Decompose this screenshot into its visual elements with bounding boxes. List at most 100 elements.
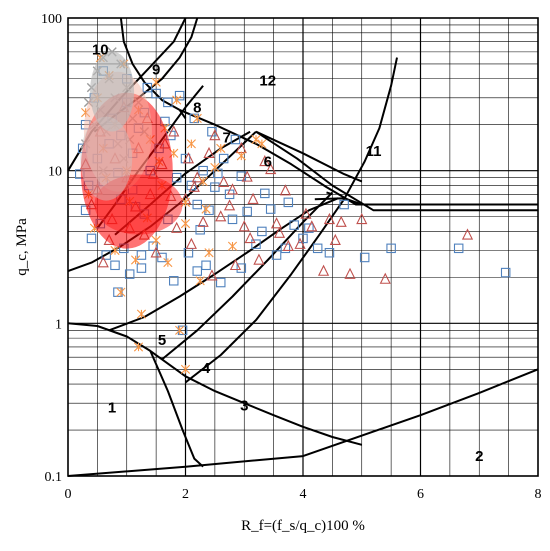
data-point-square (324, 247, 335, 258)
zone-boundary-line (179, 108, 538, 206)
data-point-asterisk (180, 197, 191, 207)
data-point-triangle (294, 237, 306, 249)
data-point-triangle (329, 233, 341, 246)
zone-label: 11 (366, 143, 382, 160)
zone-label: 2 (475, 448, 483, 465)
data-point-square (283, 197, 294, 208)
data-point-triangle (188, 180, 200, 192)
data-point-triangle (323, 212, 336, 225)
zone-boundary-line (161, 191, 334, 361)
data-point-triangle (265, 162, 277, 175)
data-point-square (189, 113, 200, 124)
data-point-asterisk (198, 176, 208, 187)
data-point-cluster (90, 51, 135, 132)
data-point-square (163, 97, 173, 108)
data-point-square (251, 239, 261, 249)
data-point-square (124, 269, 135, 279)
data-point-square (213, 168, 223, 179)
data-point-square (280, 243, 291, 254)
data-point-square (113, 287, 123, 297)
y-axis-label: q_c, MPa (14, 218, 30, 276)
data-point-cluster (94, 174, 183, 235)
data-point-asterisk (236, 151, 246, 161)
data-point-triangle (229, 258, 242, 271)
zone-boundary-line (67, 368, 539, 477)
data-point-asterisk (151, 77, 161, 87)
data-point-square (101, 250, 111, 260)
data-point-square (227, 214, 238, 225)
zone-boundary-line (149, 350, 204, 468)
data-point-square (339, 199, 349, 210)
data-point-asterisk (130, 255, 141, 265)
data-point-asterisk (210, 162, 220, 173)
data-point-asterisk (251, 134, 261, 145)
data-point-square (218, 153, 229, 164)
data-point-square (177, 325, 188, 336)
data-point-cluster (80, 116, 133, 201)
data-point-triangle (215, 210, 227, 222)
data-point-triangle (244, 231, 256, 244)
data-point-triangle (461, 228, 474, 240)
data-point-square (151, 88, 161, 99)
data-point-square (136, 263, 147, 273)
x-tick-label: 4 (300, 487, 307, 502)
data-point-square (110, 260, 120, 271)
data-point-triangle (306, 220, 318, 232)
data-point-triangle (223, 199, 236, 211)
zone-label: 5 (158, 332, 166, 349)
data-point-square (265, 204, 276, 214)
data-point-asterisk (192, 113, 202, 123)
data-point-triangle (259, 154, 271, 167)
data-point-triangle (97, 256, 109, 268)
data-point-square (136, 250, 147, 260)
data-point-asterisk (110, 245, 120, 256)
data-point-asterisk (151, 235, 161, 245)
y-tick-labels: 0.1 1 10 100 (41, 12, 62, 485)
data-point-triangle (241, 170, 253, 182)
data-point-asterisk (257, 139, 267, 149)
y-tick-label: 10 (48, 165, 62, 180)
zone-boundary-line (119, 17, 181, 111)
y-tick-label: 1 (55, 317, 62, 332)
data-point-triangle (282, 239, 294, 251)
data-point-triangle (168, 125, 180, 137)
data-point-asterisk (175, 325, 185, 335)
data-point-square (230, 134, 241, 145)
data-point-square (86, 233, 97, 244)
data-point-square (260, 188, 270, 199)
data-point-triangle (185, 237, 197, 249)
data-point-square (216, 277, 226, 288)
data-point-square (257, 226, 267, 237)
data-point-triangle (270, 217, 283, 229)
data-point-triangle (209, 129, 221, 141)
data-point-square (304, 223, 314, 233)
x-tick-label: 6 (417, 487, 424, 502)
data-point-triangle (300, 207, 312, 219)
data-point-triangle (218, 175, 230, 187)
zone-label: 3 (240, 397, 248, 414)
data-point-asterisk (136, 309, 147, 319)
zone-label: 12 (259, 72, 276, 89)
data-point-square (148, 241, 158, 251)
data-point-triangle (247, 192, 259, 204)
zone-boundary-line (184, 57, 398, 384)
data-point-square (236, 263, 247, 273)
data-point-triangle (379, 272, 391, 284)
data-point-asterisk (133, 342, 144, 352)
x-tick-label: 2 (182, 487, 189, 502)
zone-label: 9 (152, 61, 160, 78)
zone-boundary-line (67, 322, 363, 446)
zone-label: 6 (264, 153, 272, 170)
data-point-square (210, 182, 220, 192)
x-tick-label: 8 (535, 487, 542, 502)
data-point-square (174, 90, 185, 101)
zone-boundary-line (314, 197, 363, 206)
data-point-square (142, 82, 153, 93)
data-point-square (359, 252, 370, 263)
data-point-triangle (203, 146, 215, 159)
data-point-asterisk (195, 276, 205, 286)
data-point-asterisk (172, 95, 182, 105)
data-point-triangle (238, 220, 250, 232)
